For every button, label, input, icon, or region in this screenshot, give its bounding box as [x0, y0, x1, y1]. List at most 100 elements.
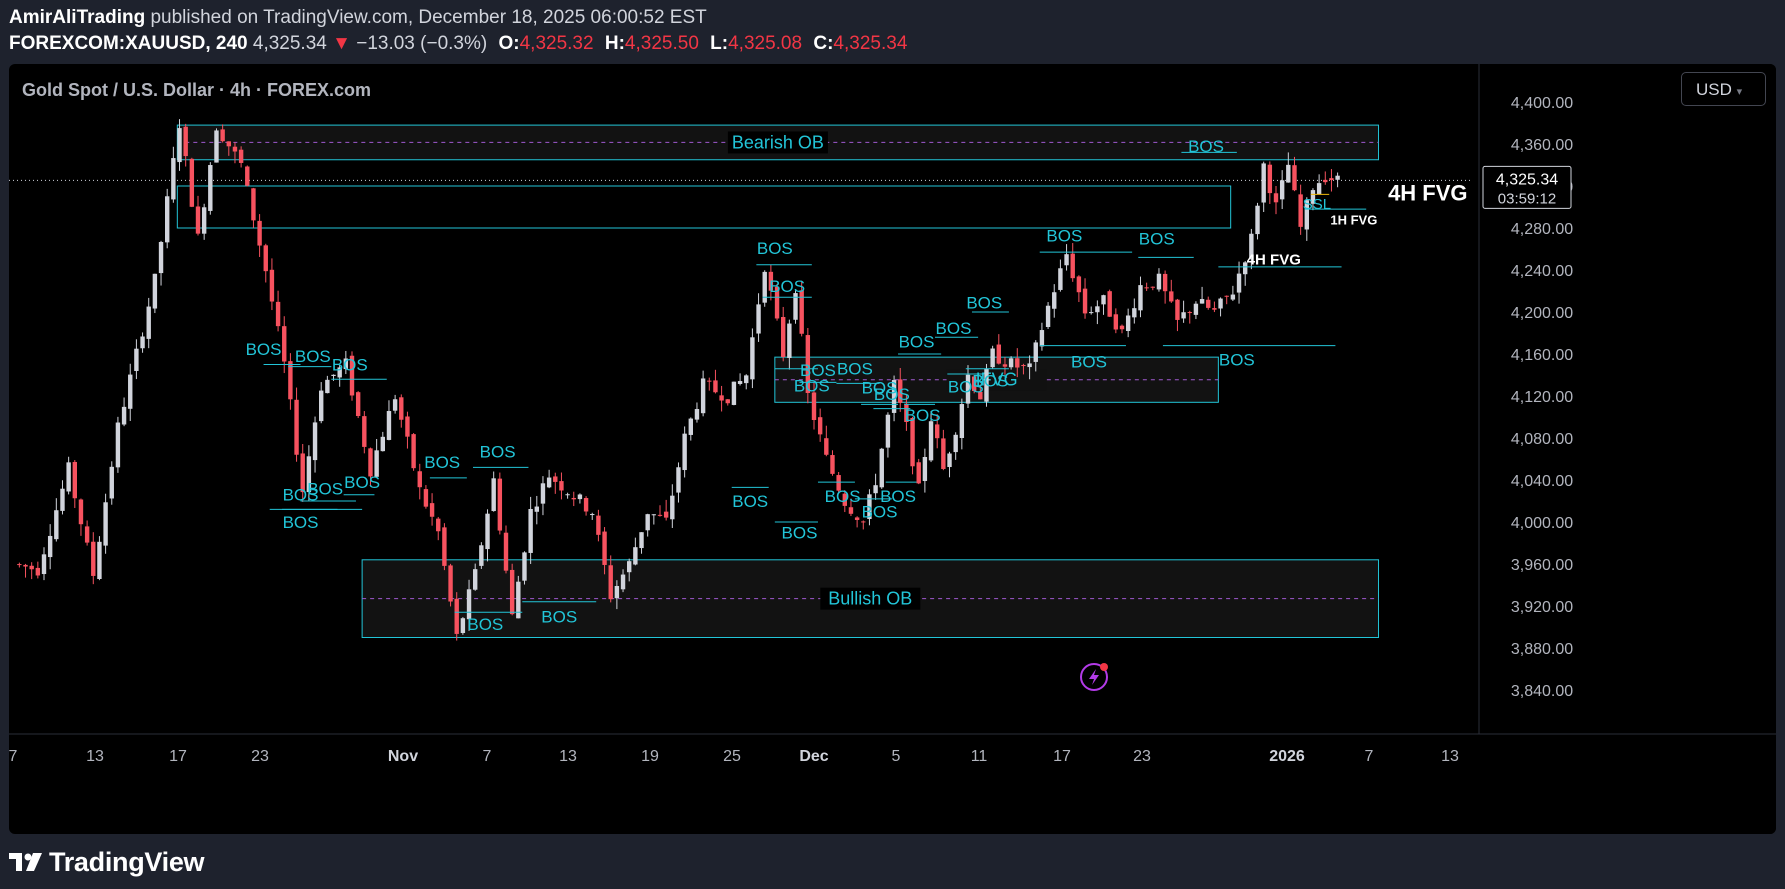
candle-body	[251, 188, 256, 221]
candle-body	[454, 598, 459, 634]
candle-body	[275, 301, 281, 327]
candle-body	[971, 376, 977, 392]
bos-label: BOS	[862, 503, 898, 522]
candle-body	[1243, 262, 1248, 275]
candle-body	[349, 355, 355, 396]
candle-body	[392, 399, 398, 411]
candle-body	[485, 513, 490, 550]
candle-body	[756, 304, 761, 334]
bos-label: BOS	[332, 356, 368, 375]
candle-body	[910, 417, 915, 467]
bos-label: BOS	[936, 319, 972, 338]
candle-body	[583, 497, 589, 512]
candle-body	[1021, 365, 1026, 367]
candle-body	[380, 436, 385, 452]
candle-body	[928, 421, 934, 461]
price-tick-label: 3,960.00	[1511, 557, 1573, 574]
bos-label: BOS	[782, 524, 818, 543]
bos-label: BOS	[862, 379, 898, 398]
candle-body	[60, 488, 65, 511]
candle-body	[263, 245, 268, 272]
candle-body	[898, 379, 903, 403]
flash-icon[interactable]	[1080, 663, 1108, 691]
candle-body	[1224, 295, 1229, 297]
symbol-label[interactable]: FOREXCOM:XAUUSD, 240	[9, 33, 248, 54]
candle-body	[916, 462, 921, 484]
candle-body	[319, 390, 324, 422]
candle-body	[1095, 306, 1100, 313]
chart-header: AmirAliTrading published on TradingView.…	[9, 6, 1769, 56]
candle-body	[781, 317, 786, 358]
candle-body	[633, 547, 638, 565]
candle-body	[793, 293, 798, 320]
candle-body	[941, 438, 946, 469]
candle-body	[546, 477, 552, 488]
bos-label: BOS	[899, 332, 935, 351]
candle-body	[448, 565, 453, 602]
candle-body	[1292, 165, 1297, 191]
candle-body	[226, 141, 231, 147]
candle-body	[799, 290, 804, 334]
bos-label: BOS	[1188, 137, 1224, 156]
candle-body	[238, 149, 244, 163]
candle-body	[362, 416, 367, 447]
candle-body	[1039, 330, 1045, 347]
candle-body	[183, 126, 188, 157]
chart-title: Gold Spot / U.S. Dollar · 4h · FOREX.com	[22, 80, 372, 100]
candle-body	[115, 422, 121, 468]
candle-body	[460, 618, 466, 633]
bos-label: BOS	[480, 443, 516, 462]
candle-body	[750, 337, 755, 380]
bos-label: BOS	[283, 486, 319, 505]
publish-info: published on TradingView.com, December 1…	[150, 7, 707, 28]
time-tick-label: 23	[251, 748, 269, 765]
low-value: 4,325.08	[728, 33, 803, 54]
currency-label: USD	[1696, 80, 1732, 99]
candle-body	[97, 541, 102, 580]
candle-body	[128, 374, 133, 409]
candle-body	[935, 424, 940, 439]
candle-body	[565, 494, 570, 496]
candle-body	[91, 541, 96, 576]
candle-body	[47, 535, 53, 558]
candle-body	[1058, 268, 1063, 290]
bos-label: BOS	[283, 513, 319, 532]
price-change: −13.03 (−0.3%)	[356, 33, 488, 54]
bos-label: BOS	[1139, 230, 1175, 249]
time-tick-label: 17	[1053, 748, 1071, 765]
candle-body	[497, 478, 503, 531]
candle-body	[854, 517, 860, 520]
bos-label: BOS	[295, 347, 331, 366]
candle-body	[811, 392, 817, 421]
candle-body	[996, 344, 1001, 364]
close-value: 4,325.34	[833, 33, 908, 54]
candle-body	[596, 515, 601, 535]
candle-body	[1199, 299, 1205, 304]
candle-body	[1082, 288, 1088, 314]
time-tick-label: 17	[169, 748, 187, 765]
bos-label: BOS	[541, 608, 577, 627]
annotation-text: SSL	[1303, 196, 1331, 213]
author-name[interactable]: AmirAliTrading	[9, 7, 146, 28]
candle-body	[682, 433, 687, 471]
candle-body	[590, 514, 595, 516]
candle-body	[663, 511, 669, 518]
chart-panel[interactable]: Bearish OB IFVG Bullish OB BOS BOS BOS BOS BOS…	[9, 64, 1776, 834]
candle-body	[1187, 312, 1192, 314]
annotation-text: 4H FVG	[1247, 252, 1301, 269]
candle-body	[1101, 295, 1106, 305]
currency-button[interactable]: USD ▾	[1681, 72, 1766, 106]
candle-body	[1267, 164, 1273, 194]
candle-body	[355, 392, 361, 416]
candle-body	[109, 466, 114, 499]
candle-body	[1273, 193, 1279, 203]
price-tick-label: 4,400.00	[1511, 95, 1573, 112]
price-badge-value: 4,325.34	[1496, 171, 1558, 188]
candle-body	[614, 586, 620, 599]
candle-body	[1206, 299, 1211, 308]
candle-body	[1335, 175, 1340, 180]
candle-body	[429, 503, 435, 517]
candle-body	[17, 564, 22, 566]
time-tick-label: 5	[892, 748, 901, 765]
